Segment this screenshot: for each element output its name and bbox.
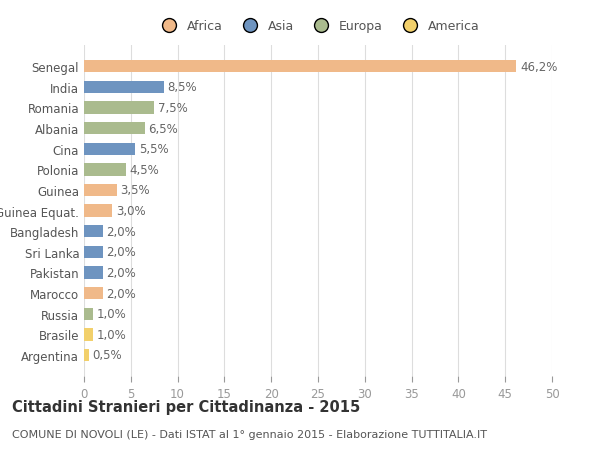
Bar xyxy=(84,164,126,176)
Legend: Africa, Asia, Europa, America: Africa, Asia, Europa, America xyxy=(157,20,479,33)
Bar xyxy=(84,61,517,73)
Text: 1,0%: 1,0% xyxy=(97,328,127,341)
Text: 5,5%: 5,5% xyxy=(139,143,169,156)
Bar xyxy=(84,123,145,135)
Text: COMUNE DI NOVOLI (LE) - Dati ISTAT al 1° gennaio 2015 - Elaborazione TUTTITALIA.: COMUNE DI NOVOLI (LE) - Dati ISTAT al 1°… xyxy=(12,429,487,439)
Bar xyxy=(84,102,154,114)
Text: 1,0%: 1,0% xyxy=(97,308,127,320)
Text: 2,0%: 2,0% xyxy=(106,246,136,259)
Bar xyxy=(84,225,103,238)
Text: 4,5%: 4,5% xyxy=(130,163,160,176)
Bar xyxy=(84,329,94,341)
Bar xyxy=(84,246,103,258)
Bar xyxy=(84,82,164,94)
Text: 0,5%: 0,5% xyxy=(92,349,122,362)
Bar xyxy=(84,267,103,279)
Text: 8,5%: 8,5% xyxy=(167,81,197,94)
Bar xyxy=(84,185,117,197)
Text: Cittadini Stranieri per Cittadinanza - 2015: Cittadini Stranieri per Cittadinanza - 2… xyxy=(12,399,360,414)
Bar xyxy=(84,287,103,300)
Text: 2,0%: 2,0% xyxy=(106,266,136,280)
Bar xyxy=(84,308,94,320)
Bar xyxy=(84,205,112,217)
Bar xyxy=(84,349,89,361)
Text: 3,5%: 3,5% xyxy=(121,184,150,197)
Text: 6,5%: 6,5% xyxy=(149,123,178,135)
Text: 7,5%: 7,5% xyxy=(158,102,188,115)
Text: 46,2%: 46,2% xyxy=(520,61,557,73)
Bar xyxy=(84,143,136,156)
Text: 3,0%: 3,0% xyxy=(116,205,145,218)
Text: 2,0%: 2,0% xyxy=(106,287,136,300)
Text: 2,0%: 2,0% xyxy=(106,225,136,238)
